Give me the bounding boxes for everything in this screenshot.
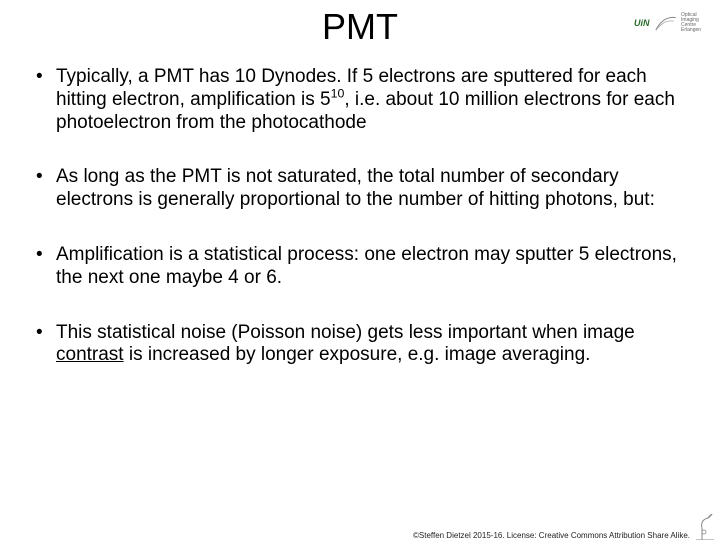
header-logo: UiN Optical Imaging Centre Erlangen: [634, 10, 714, 36]
logo-subtext: Optical Imaging Centre Erlangen: [681, 13, 714, 33]
microscope-icon: [694, 514, 716, 540]
bullet-item: Typically, a PMT has 10 Dynodes. If 5 el…: [30, 66, 690, 134]
bullet-list: Typically, a PMT has 10 Dynodes. If 5 el…: [0, 66, 720, 367]
bullet-item: As long as the PMT is not saturated, the…: [30, 166, 690, 212]
bullet-item: Amplification is a statistical process: …: [30, 244, 690, 290]
bullet-item: This statistical noise (Poisson noise) g…: [30, 322, 690, 368]
slide-title: PMT: [0, 6, 720, 48]
footer-credit: ©Steffen Dietzel 2015-16. License: Creat…: [413, 531, 690, 540]
logo-text: UiN: [634, 18, 650, 28]
logo-swoosh-icon: [654, 13, 678, 33]
